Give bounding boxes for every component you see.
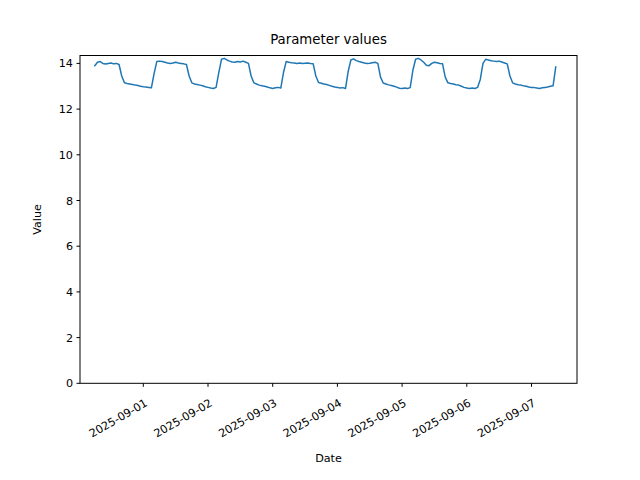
y-tick-label: 12 [59, 103, 73, 116]
y-tick-label: 8 [66, 195, 73, 208]
figure: 024681012142025-09-012025-09-022025-09-0… [0, 0, 640, 480]
series-line [95, 58, 556, 88]
y-tick-label: 2 [66, 332, 73, 345]
y-tick-label: 10 [59, 149, 73, 162]
chart-title: Parameter values [270, 32, 387, 47]
x-tick-label: 2025-09-06 [410, 397, 473, 441]
y-axis-label: Value [31, 204, 44, 235]
line-chart: 024681012142025-09-012025-09-022025-09-0… [0, 0, 640, 480]
axes-spines [80, 56, 577, 384]
data-series [95, 58, 556, 88]
y-tick-label: 14 [59, 57, 73, 70]
x-tick-label: 2025-09-07 [475, 397, 538, 441]
y-tick-label: 0 [66, 377, 73, 390]
plot-frame [80, 56, 577, 384]
y-tick-label: 4 [66, 286, 73, 299]
x-tick-label: 2025-09-05 [346, 397, 409, 441]
y-tick-label: 6 [66, 240, 73, 253]
x-tick-label: 2025-09-02 [152, 397, 215, 441]
x-tick-label: 2025-09-04 [281, 397, 344, 441]
x-tick-label: 2025-09-01 [87, 397, 150, 441]
x-tick-label: 2025-09-03 [216, 397, 279, 441]
x-axis-label: Date [315, 452, 342, 465]
